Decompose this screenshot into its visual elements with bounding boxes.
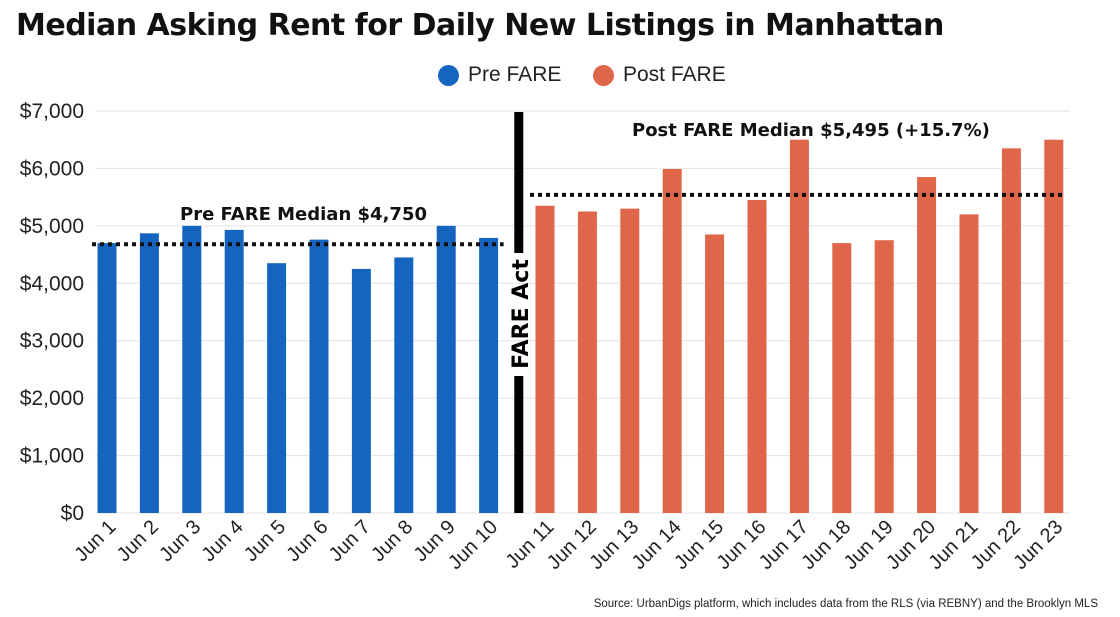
post-fare-bar [789,139,809,513]
post-fare-bar [747,200,767,513]
median-label: Post FARE Median $5,495 (+15.7%) [632,120,990,141]
y-tick-label: $0 [61,502,84,525]
pre-fare-bar [224,229,244,513]
legend-item-pre: Pre FARE [438,60,561,90]
post-fare-bar [1044,139,1064,513]
source-note: Source: UrbanDigs platform, which includ… [593,598,1098,610]
pre-fare-bar [267,263,287,513]
legend-label-pre: Pre FARE [468,63,562,86]
pre-fare-bar [97,243,117,514]
bars [97,139,1064,514]
pre-fare-bar [182,225,202,513]
post-fare-bar [620,208,640,513]
x-tick-label: Jun 8 [367,516,417,566]
x-tick-label: Jun 6 [282,516,332,566]
reference-lines: Pre FARE Median $4,750 Post FARE Median $… [92,120,1065,247]
pre-fare-bar [139,233,159,513]
post-fare-bar [959,214,979,513]
post-fare-bar [874,240,894,513]
y-tick-label: $6,000 [20,157,84,180]
legend-swatch-post [593,64,614,86]
legend-item-post: Post FARE [593,60,726,90]
y-tick-label: $1,000 [20,445,84,468]
y-tick-label: $2,000 [20,387,84,410]
y-tick-label: $3,000 [20,330,84,353]
y-tick-label: $5,000 [20,215,84,238]
pre-fare-bar [436,225,456,513]
y-tick-label: $4,000 [20,272,84,295]
x-tick-label: Jun 3 [155,516,205,566]
pre-fare-bar [479,237,499,513]
fare-act-label: FARE Act [509,259,534,369]
post-fare-bar [917,177,937,514]
x-tick-label: Jun 5 [240,516,290,566]
x-tick-label: Jun 4 [198,516,248,566]
x-tick-label: Jun 7 [325,516,375,566]
x-tick-label: Jun 2 [113,516,163,566]
post-fare-bar [705,234,725,513]
chart-title: Median Asking Rent for Daily New Listing… [16,8,944,43]
y-tick-label: $7,000 [20,100,84,123]
post-fare-bar [832,243,852,514]
y-axis-ticks: $0 $1,000 $2,000 $3,000 $4,000 $5,000 $6,000 $7… [20,100,84,525]
chart-legend: Pre FARE Post FARE [0,60,1120,90]
pre-fare-bar [351,268,371,513]
post-fare-bar [1001,148,1021,514]
fare-act-marker: FARE Act [509,112,534,513]
median-label: Pre FARE Median $4,750 [180,204,427,225]
legend-swatch-pre [438,64,459,86]
legend-label-post: Post FARE [623,63,726,86]
post-fare-bar [577,211,597,513]
post-fare-bar [662,169,682,513]
pre-fare-bar [309,239,329,513]
post-fare-bar [535,205,555,513]
pre-fare-bar [394,257,414,513]
